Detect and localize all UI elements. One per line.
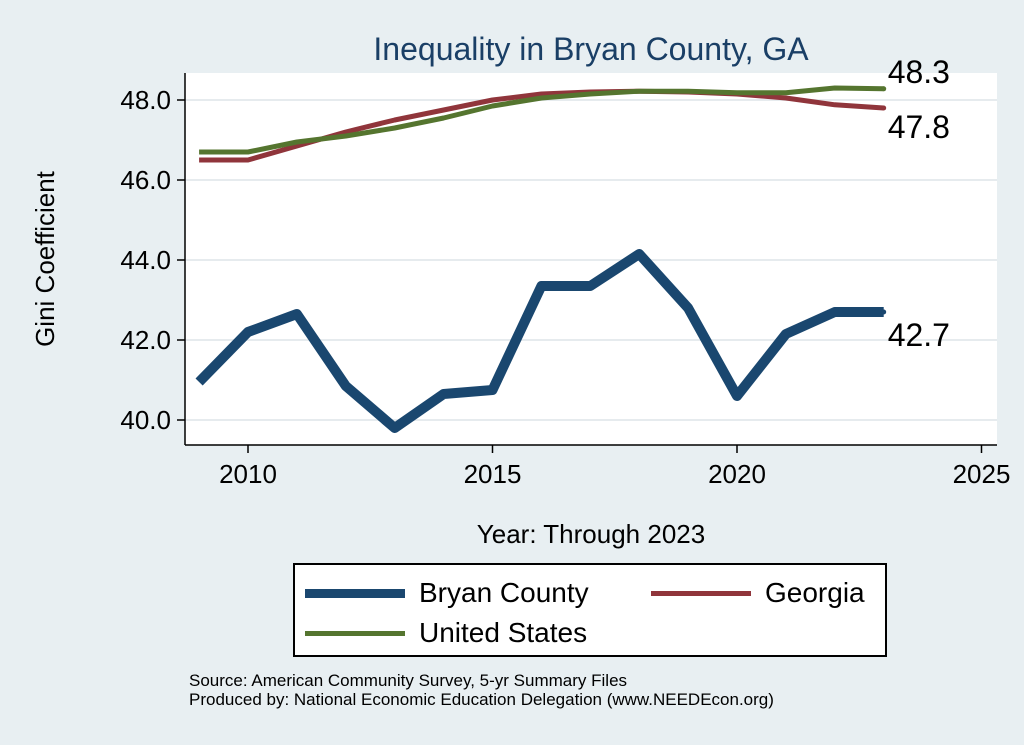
y-axis-label: Gini Coefficient xyxy=(30,170,60,347)
axes xyxy=(184,73,997,446)
y-tick-label: 48.0 xyxy=(120,85,171,115)
x-tick-label: 2025 xyxy=(953,459,1011,489)
end-label-united-states: 48.3 xyxy=(888,54,950,90)
y-tick-label: 46.0 xyxy=(120,165,171,195)
end-label-georgia: 47.8 xyxy=(888,109,950,145)
legend-swatch-bryan-county xyxy=(305,589,405,598)
legend-label-bryan-county: Bryan County xyxy=(419,577,589,608)
series-endpoint-georgia xyxy=(881,105,887,111)
x-tick-label: 2020 xyxy=(708,459,766,489)
y-tick-label: 44.0 xyxy=(120,245,171,275)
y-tick-label: 42.0 xyxy=(120,325,171,355)
series-line-united-states xyxy=(199,85,884,155)
chart-title: Inequality in Bryan County, GA xyxy=(373,31,809,67)
end-label-bryan-county: 42.7 xyxy=(888,317,950,353)
series-endpoint-bryan-county xyxy=(881,309,887,315)
legend-label-united-states: United States xyxy=(419,617,588,648)
ticks: 40.0 42.0 44.0 46.0 48.0 2010 2015 2020 2025 xyxy=(120,85,1010,489)
series-line-bryan-county xyxy=(195,249,884,433)
series-layer xyxy=(195,85,887,433)
end-labels: 42.7 47.8 48.3 xyxy=(888,54,950,353)
x-tick-label: 2010 xyxy=(219,459,277,489)
source-note: Source: American Community Survey, 5-yr … xyxy=(189,671,774,709)
x-axis-label: Year: Through 2023 xyxy=(477,519,705,549)
y-tick-label: 40.0 xyxy=(120,405,171,435)
legend: Bryan County Georgia United States xyxy=(293,563,887,657)
source-text: Source: American Community Survey, 5-yr … xyxy=(189,671,628,690)
series-endpoint-united-states xyxy=(881,86,887,92)
legend-swatch-united-states xyxy=(305,631,405,636)
produced-by-text: Produced by: National Economic Education… xyxy=(189,690,774,709)
legend-swatch-georgia xyxy=(651,591,751,596)
x-tick-label: 2015 xyxy=(464,459,522,489)
legend-label-georgia: Georgia xyxy=(765,577,865,608)
